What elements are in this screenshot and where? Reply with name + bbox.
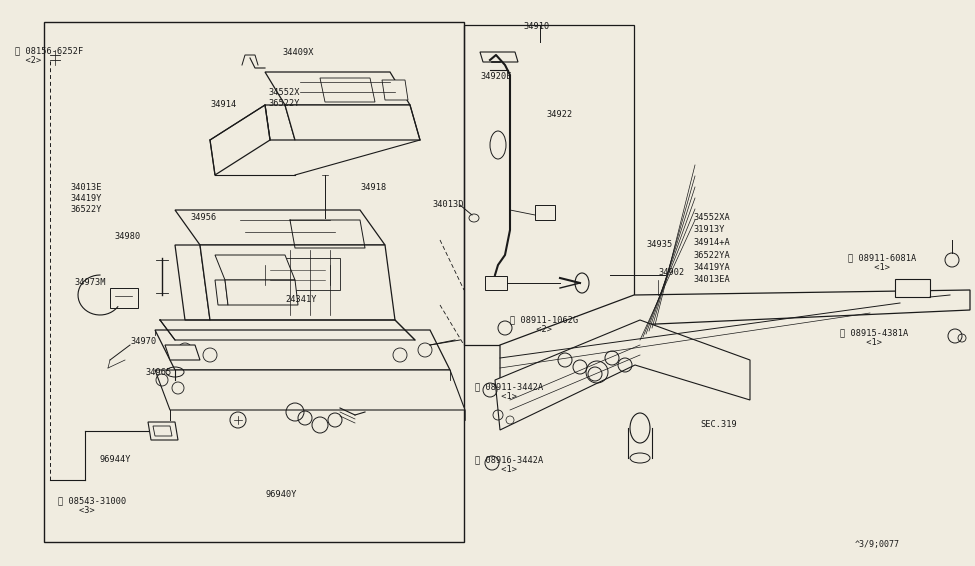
Text: 34973M: 34973M xyxy=(74,278,105,287)
Text: Ⓢ 08543-31000
    <3>: Ⓢ 08543-31000 <3> xyxy=(58,496,126,516)
Polygon shape xyxy=(265,105,295,140)
Polygon shape xyxy=(175,210,385,245)
Polygon shape xyxy=(255,258,340,290)
Text: 34965: 34965 xyxy=(145,368,172,377)
Bar xyxy=(485,276,507,290)
Text: 34956: 34956 xyxy=(190,213,216,222)
Polygon shape xyxy=(153,426,172,436)
Polygon shape xyxy=(200,245,395,320)
Text: Ⓝ 08911-6081A
     <1>: Ⓝ 08911-6081A <1> xyxy=(848,253,916,272)
Text: 34922: 34922 xyxy=(546,110,572,119)
Polygon shape xyxy=(215,255,295,280)
Bar xyxy=(44,22,464,542)
Text: Ⓦ 08916-3442A
     <1>: Ⓦ 08916-3442A <1> xyxy=(475,455,543,474)
Bar xyxy=(895,279,930,297)
Polygon shape xyxy=(210,105,270,175)
Polygon shape xyxy=(175,245,210,320)
Text: 34910: 34910 xyxy=(523,22,549,31)
Bar xyxy=(110,288,138,308)
Polygon shape xyxy=(148,422,178,440)
Text: 34920E: 34920E xyxy=(480,72,512,81)
Text: 96940Y: 96940Y xyxy=(265,490,296,499)
Text: Ⓑ 08156-6252F
  <2>: Ⓑ 08156-6252F <2> xyxy=(15,46,83,66)
Polygon shape xyxy=(320,78,375,102)
Polygon shape xyxy=(215,280,228,305)
Polygon shape xyxy=(265,72,410,105)
Text: 34552X
36522Y: 34552X 36522Y xyxy=(268,88,299,108)
Polygon shape xyxy=(155,370,465,410)
Text: 24341Y: 24341Y xyxy=(285,295,317,304)
Polygon shape xyxy=(500,290,970,380)
Polygon shape xyxy=(155,330,450,370)
Polygon shape xyxy=(165,345,200,360)
Text: SEC.319: SEC.319 xyxy=(700,420,737,429)
Text: 34013D: 34013D xyxy=(432,200,463,209)
Text: 34902: 34902 xyxy=(658,268,684,277)
Polygon shape xyxy=(225,280,298,305)
Text: 34914: 34914 xyxy=(210,100,236,109)
Text: 96944Y: 96944Y xyxy=(100,455,132,464)
Bar xyxy=(464,25,634,345)
Polygon shape xyxy=(382,80,408,100)
Bar xyxy=(535,205,555,220)
Polygon shape xyxy=(285,105,420,140)
Text: 34409X: 34409X xyxy=(282,48,314,57)
Text: ^3/9;0077: ^3/9;0077 xyxy=(855,540,900,549)
Text: 34013E
34419Y
36522Y: 34013E 34419Y 36522Y xyxy=(70,183,101,214)
Text: 34970: 34970 xyxy=(130,337,156,346)
Polygon shape xyxy=(480,52,518,62)
Text: Ⓝ 08911-3442A
     <1>: Ⓝ 08911-3442A <1> xyxy=(475,382,543,401)
Text: 34935: 34935 xyxy=(646,240,672,249)
Polygon shape xyxy=(495,320,750,430)
Text: 34552XA
31913Y
34914+A
36522YA
34419YA
34013EA: 34552XA 31913Y 34914+A 36522YA 34419YA 3… xyxy=(693,213,729,285)
Text: 34980: 34980 xyxy=(114,232,140,241)
Text: Ⓝ 08911-1062G
     <2>: Ⓝ 08911-1062G <2> xyxy=(510,315,578,335)
Text: Ⓦ 08915-4381A
     <1>: Ⓦ 08915-4381A <1> xyxy=(840,328,909,348)
Text: 34918: 34918 xyxy=(360,183,386,192)
